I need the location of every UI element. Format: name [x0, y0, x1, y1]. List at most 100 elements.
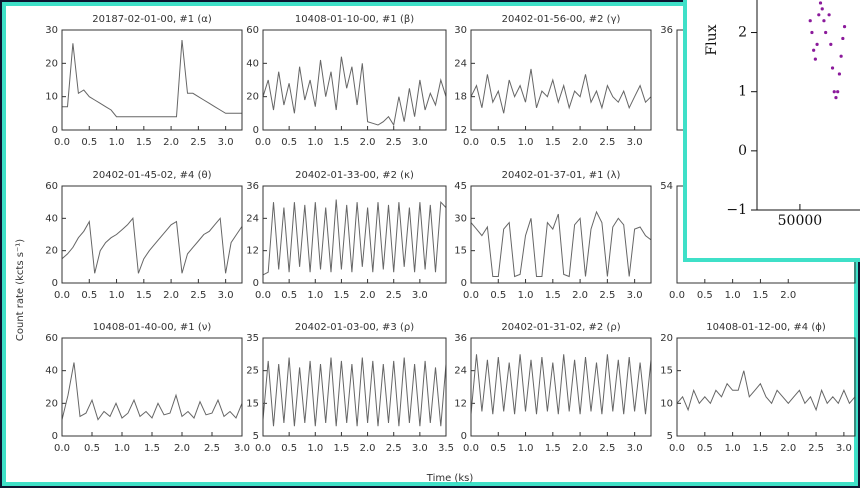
x-tick-label: 1.0 [725, 443, 741, 454]
inset-y-tick-label: −1 [726, 202, 747, 218]
x-tick-label: 0.0 [255, 443, 271, 454]
x-tick-label: 0.0 [669, 290, 685, 301]
flux-point [822, 19, 826, 23]
x-tick-label: 2.5 [386, 443, 402, 454]
light-curve [262, 357, 447, 427]
y-tick-label: 0 [52, 125, 58, 136]
panel-title: 20402-01-31-02, #2 (ρ) [501, 322, 620, 333]
x-tick-label: 1.0 [307, 443, 323, 454]
y-tick-label: 35 [246, 333, 259, 344]
x-tick-label: 1.5 [545, 290, 561, 301]
y-tick-label: 15 [660, 366, 673, 377]
x-tick-label: 2.0 [572, 443, 588, 454]
x-tick-label: 2.5 [808, 443, 824, 454]
flux-point [832, 90, 836, 94]
x-axis-label: Time (ks) [426, 473, 474, 484]
x-tick-label: 2.5 [386, 290, 402, 301]
x-tick-label: 0.0 [54, 137, 70, 148]
panel-title: 20402-01-45-02, #4 (θ) [92, 170, 211, 181]
x-tick-label: 3.0 [218, 290, 234, 301]
y-tick-label: 60 [45, 181, 58, 192]
flux-point [841, 36, 845, 41]
x-tick-label: 1.0 [518, 137, 534, 148]
inset-y-label: Flux [704, 24, 720, 55]
flux-point [839, 54, 843, 58]
x-tick-label: 0.5 [281, 137, 297, 148]
y-axis-label: Count rate (kcts s⁻¹) [15, 239, 26, 341]
y-tick-label: 30 [454, 25, 467, 36]
flux-point [829, 42, 833, 46]
x-tick-label: 1.5 [545, 137, 561, 148]
x-tick-label: 0.0 [669, 443, 685, 454]
panel-frame [470, 29, 652, 131]
light-curve [61, 362, 243, 421]
panel-frame [61, 337, 243, 437]
panel-title: 20402-01-33-00, #2 (κ) [295, 170, 414, 181]
y-tick-label: 24 [246, 213, 259, 224]
x-tick-label: 0.0 [463, 137, 479, 148]
inset-y-tick-label: 1 [738, 84, 747, 100]
x-tick-label: 0.5 [490, 290, 506, 301]
y-tick-label: 24 [454, 58, 467, 69]
flux-point [815, 42, 819, 46]
panel-frame [676, 337, 856, 437]
y-tick-label: 20 [45, 398, 58, 409]
y-tick-label: 24 [454, 366, 467, 377]
x-tick-label: 1.5 [136, 290, 152, 301]
x-tick-label: 3.0 [234, 443, 250, 454]
flux-point [827, 13, 831, 17]
y-tick-label: 5 [253, 431, 259, 442]
y-tick-label: 20 [660, 333, 673, 344]
panel-title: 20402-01-03-00, #3 (ρ) [295, 322, 414, 333]
inset-y-tick-label: 0 [738, 143, 747, 159]
panel-title: 10408-01-10-00, #1 (β) [295, 14, 414, 25]
flux-point [808, 19, 812, 23]
x-tick-label: 3.0 [218, 137, 234, 148]
x-tick-label: 2.0 [360, 137, 376, 148]
x-tick-label: 2.5 [599, 443, 615, 454]
y-tick-label: 54 [660, 181, 673, 192]
panel-frame [262, 29, 447, 131]
light-curve [62, 39, 242, 118]
light-curve [470, 354, 652, 415]
panel-frame [61, 29, 243, 131]
panel-frame [470, 185, 652, 284]
x-tick-label: 2.0 [360, 290, 376, 301]
panel-title: 10408-01-40-00, #1 (ν) [93, 322, 212, 333]
x-tick-label: 2.0 [163, 290, 179, 301]
y-tick-label: 40 [45, 213, 58, 224]
x-tick-label: 1.5 [333, 443, 349, 454]
x-tick-label: 2.0 [360, 443, 376, 454]
flux-point [837, 72, 842, 76]
x-tick-label: 1.0 [109, 137, 125, 148]
y-tick-label: 0 [52, 278, 58, 289]
y-tick-label: 12 [246, 246, 259, 257]
x-tick-label: 3.0 [627, 443, 643, 454]
flux-point [817, 13, 821, 17]
x-tick-label: 3.0 [836, 443, 852, 454]
y-tick-label: 15 [454, 246, 467, 257]
x-tick-label: 0.5 [697, 290, 713, 301]
x-tick-label: 0.5 [81, 290, 97, 301]
x-tick-label: 1.5 [136, 137, 152, 148]
inset-plot [751, 0, 860, 211]
light-curve [470, 68, 652, 114]
y-tick-label: 0 [52, 431, 58, 442]
y-tick-label: 0 [461, 278, 467, 289]
panel-title: 20187-02-01-00, #1 (α) [92, 14, 212, 25]
x-tick-label: 2.5 [190, 137, 206, 148]
y-tick-label: 30 [454, 213, 467, 224]
flux-point [813, 57, 817, 61]
x-tick-label: 3.0 [627, 290, 643, 301]
panel-title: 20402-01-56-00, #2 (γ) [502, 14, 621, 25]
y-tick-label: 36 [660, 25, 673, 36]
x-tick-label: 2.5 [204, 443, 220, 454]
flux-point [836, 90, 840, 94]
light-curve [262, 56, 447, 127]
y-tick-label: 20 [45, 246, 58, 257]
x-tick-label: 1.5 [144, 443, 160, 454]
x-tick-label: 0.0 [54, 443, 70, 454]
